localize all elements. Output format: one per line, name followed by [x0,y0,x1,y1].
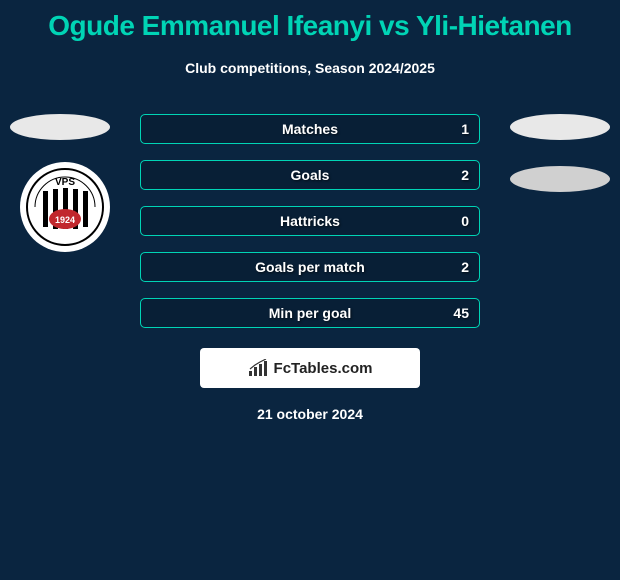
stat-label: Goals [291,167,330,183]
brand-text: FcTables.com [274,360,373,377]
stat-label: Hattricks [280,213,340,229]
stat-label: Goals per match [255,259,365,275]
stat-value: 2 [461,259,469,275]
player-photo-placeholder-right-1 [510,114,610,140]
stat-value: 45 [453,305,469,321]
badge-top-text: VPS [55,177,75,188]
club-badge-svg: VPS 1924 [25,167,105,247]
stat-row-goals: Goals 2 [140,160,480,190]
brand-box: FcTables.com [200,348,420,388]
stat-value: 0 [461,213,469,229]
season-subtitle: Club competitions, Season 2024/2025 [0,60,620,76]
date-text: 21 october 2024 [0,406,620,422]
stat-value: 2 [461,167,469,183]
stat-row-goals-per-match: Goals per match 2 [140,252,480,282]
stat-value: 1 [461,121,469,137]
stat-label: Matches [282,121,338,137]
stats-area: VPS 1924 Matches 1 Goals 2 Hattricks 0 G… [0,114,620,422]
club-badge: VPS 1924 [20,162,110,252]
stat-row-min-per-goal: Min per goal 45 [140,298,480,328]
stat-label: Min per goal [269,305,351,321]
stat-row-hattricks: Hattricks 0 [140,206,480,236]
player-photo-placeholder-right-2 [510,166,610,192]
brand-chart-icon [248,359,268,377]
player-photo-placeholder-left [10,114,110,140]
stat-row-matches: Matches 1 [140,114,480,144]
comparison-title: Ogude Emmanuel Ifeanyi vs Yli-Hietanen [0,0,620,42]
badge-year: 1924 [55,215,75,225]
